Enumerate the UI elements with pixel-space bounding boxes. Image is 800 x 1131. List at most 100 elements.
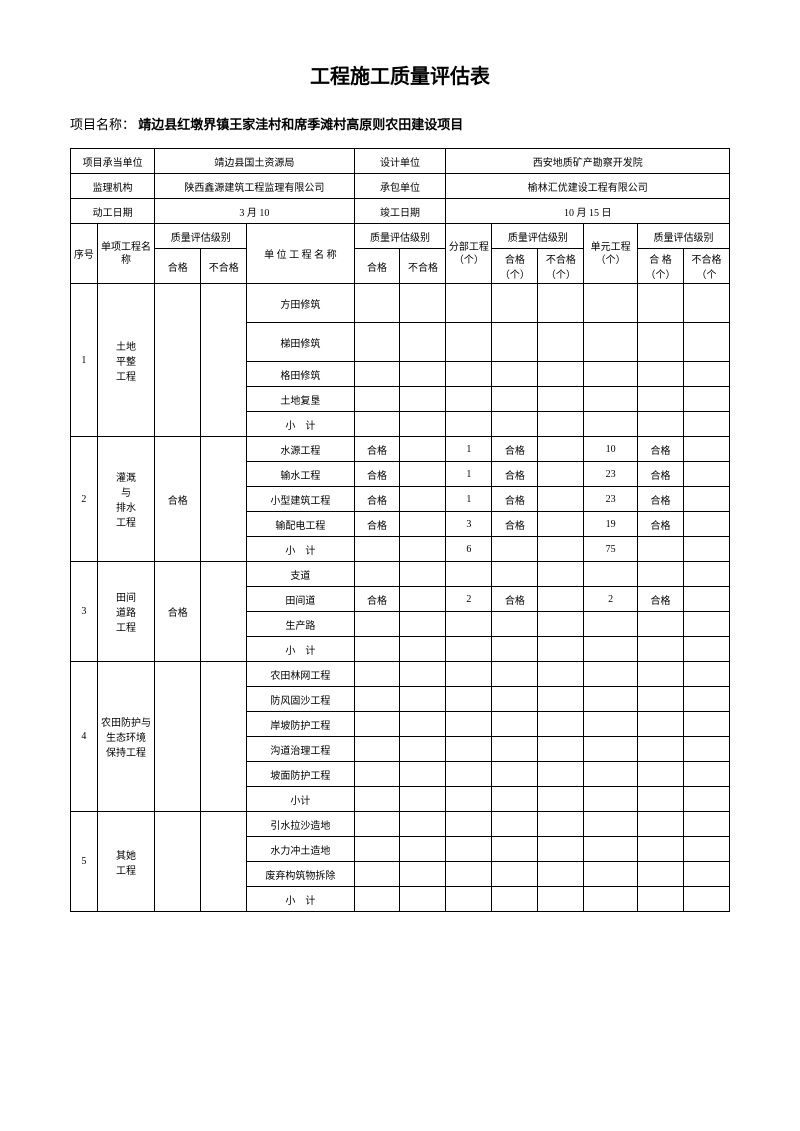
q3b-cell — [538, 837, 584, 862]
q4a-cell — [637, 862, 683, 887]
single-name-cell: 灌溉与排水工程 — [97, 437, 154, 562]
q4a-cell — [637, 787, 683, 812]
q4a-cell — [637, 837, 683, 862]
q4b-cell — [683, 612, 729, 637]
q2a-cell — [354, 412, 400, 437]
unit-cell: 输水工程 — [247, 462, 354, 487]
q3a-cell — [492, 284, 538, 323]
cell-cell: 23 — [584, 462, 638, 487]
owner-label: 项目承当单位 — [71, 149, 155, 174]
single-name-cell: 其她工程 — [97, 812, 154, 912]
cell-cell — [584, 412, 638, 437]
seq-cell: 3 — [71, 562, 98, 662]
q4b-cell — [683, 462, 729, 487]
q3a-cell — [492, 787, 538, 812]
q2b-cell — [400, 323, 446, 362]
q3b-cell — [538, 637, 584, 662]
q2b-cell — [400, 412, 446, 437]
q3b-cell — [538, 787, 584, 812]
header-row-1: 序号 单项工程名称 质量评估级别 单 位 工 程 名 称 质量评估级别 分部工程… — [71, 224, 730, 249]
cell-cell — [584, 687, 638, 712]
q3b-cell — [538, 687, 584, 712]
q3b-cell — [538, 512, 584, 537]
rating-fail-cell — [201, 284, 247, 437]
start-date-label: 动工日期 — [71, 199, 155, 224]
q3b-cell — [538, 662, 584, 687]
q2b-cell — [400, 284, 446, 323]
q4a-cell — [637, 712, 683, 737]
q4a-cell: 合格 — [637, 512, 683, 537]
col-fail-n-3: 不合格（个） — [538, 249, 584, 284]
q2b-cell — [400, 462, 446, 487]
project-label: 项目名称： — [70, 117, 135, 132]
unit-cell: 小 计 — [247, 537, 354, 562]
cell-cell — [584, 562, 638, 587]
q2a-cell — [354, 323, 400, 362]
q2b-cell — [400, 762, 446, 787]
q2a-cell — [354, 362, 400, 387]
q3a-cell — [492, 737, 538, 762]
q4b-cell — [683, 837, 729, 862]
cell-cell — [584, 712, 638, 737]
designer-label: 设计单位 — [354, 149, 446, 174]
info-row-1: 项目承当单位 靖边县国土资源局 设计单位 西安地质矿产勘察开发院 — [71, 149, 730, 174]
q2a-cell — [354, 637, 400, 662]
q3b-cell — [538, 812, 584, 837]
q3b-cell — [538, 887, 584, 912]
q3b-cell — [538, 412, 584, 437]
q3b-cell — [538, 712, 584, 737]
info-row-2: 监理机构 陕西鑫源建筑工程监理有限公司 承包单位 榆林汇优建设工程有限公司 — [71, 174, 730, 199]
sub-cell — [446, 687, 492, 712]
q3a-cell — [492, 712, 538, 737]
q2a-cell — [354, 612, 400, 637]
cell-cell — [584, 637, 638, 662]
sub-cell: 1 — [446, 462, 492, 487]
q3a-cell — [492, 362, 538, 387]
q4b-cell — [683, 887, 729, 912]
col-pass-n-3: 合格（个） — [492, 249, 538, 284]
q2a-cell — [354, 762, 400, 787]
q3a-cell: 合格 — [492, 437, 538, 462]
q4b-cell — [683, 637, 729, 662]
q2b-cell — [400, 512, 446, 537]
q3a-cell: 合格 — [492, 487, 538, 512]
cell-cell — [584, 862, 638, 887]
supervisor-value: 陕西鑫源建筑工程监理有限公司 — [155, 174, 354, 199]
q4a-cell — [637, 737, 683, 762]
col-unit-name: 单 位 工 程 名 称 — [247, 224, 354, 284]
q4a-cell: 合格 — [637, 437, 683, 462]
q4a-cell — [637, 562, 683, 587]
unit-cell: 方田修筑 — [247, 284, 354, 323]
contractor-value: 榆林汇优建设工程有限公司 — [446, 174, 730, 199]
sub-cell — [446, 762, 492, 787]
q4b-cell — [683, 562, 729, 587]
cell-cell: 23 — [584, 487, 638, 512]
q2b-cell — [400, 712, 446, 737]
q2a-cell: 合格 — [354, 587, 400, 612]
q4b-cell — [683, 323, 729, 362]
rating-fail-cell — [201, 437, 247, 562]
col-fail-2: 不合格 — [400, 249, 446, 284]
cell-cell — [584, 387, 638, 412]
sub-cell — [446, 712, 492, 737]
q4a-cell — [637, 387, 683, 412]
q3b-cell — [538, 762, 584, 787]
page-title: 工程施工质量评估表 — [70, 60, 730, 89]
unit-cell: 田间道 — [247, 587, 354, 612]
q3a-cell — [492, 323, 538, 362]
unit-cell: 格田修筑 — [247, 362, 354, 387]
unit-cell: 小 计 — [247, 637, 354, 662]
cell-cell — [584, 612, 638, 637]
end-date-value: 10 月 15 日 — [446, 199, 730, 224]
unit-cell: 生产路 — [247, 612, 354, 637]
col-fail-n-4: 不合格（个 — [683, 249, 729, 284]
sub-cell: 1 — [446, 437, 492, 462]
unit-cell: 废弃构筑物拆除 — [247, 862, 354, 887]
q3b-cell — [538, 587, 584, 612]
q4b-cell — [683, 487, 729, 512]
sub-cell — [446, 387, 492, 412]
rating-pass-cell — [155, 812, 201, 912]
cell-cell: 19 — [584, 512, 638, 537]
q3a-cell — [492, 612, 538, 637]
table-row: 1土地平整工程方田修筑 — [71, 284, 730, 323]
